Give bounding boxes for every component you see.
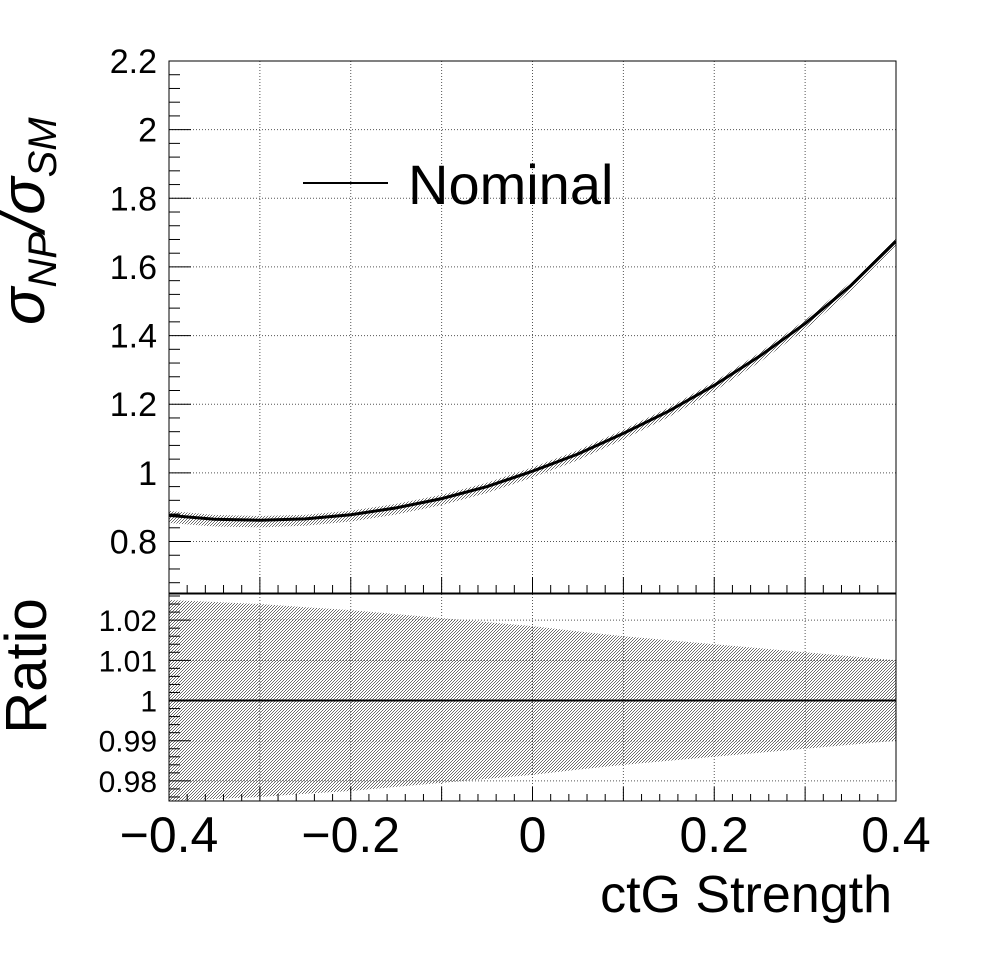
ylabel-slash-sigma: /σ bbox=[0, 175, 58, 236]
x-tick-label: −0.2 bbox=[301, 807, 400, 863]
ylabel-sigma: σ bbox=[0, 285, 58, 325]
top-y-axis-title: σNP/σSM bbox=[0, 117, 65, 325]
x-tick-label: 0.2 bbox=[679, 807, 749, 863]
x-tick-label: 0.4 bbox=[861, 807, 931, 863]
bottom-ytick-label: 0.98 bbox=[99, 766, 157, 799]
x-tick-labels: −0.4 −0.2 0 0.2 0.4 bbox=[120, 807, 931, 863]
top-xticks bbox=[168, 577, 897, 593]
bottom-ytick-label: 1 bbox=[140, 686, 157, 719]
top-ytick-label: 1.8 bbox=[110, 180, 157, 218]
bottom-ytick-label: 1.01 bbox=[99, 645, 157, 678]
x-tick-label: 0 bbox=[519, 807, 547, 863]
top-frame bbox=[168, 60, 897, 594]
bottom-y-axis-title: Ratio bbox=[0, 598, 59, 733]
nominal-series-line bbox=[169, 240, 896, 522]
legend-label-nominal: Nominal bbox=[408, 153, 613, 216]
top-ytick-label: 2 bbox=[138, 112, 157, 150]
bottom-ytick-label: 1.02 bbox=[99, 605, 157, 638]
ylabel-sub-np: NP bbox=[21, 232, 65, 288]
legend: Nominal bbox=[303, 153, 613, 216]
top-ytick-label: 0.8 bbox=[110, 524, 157, 562]
top-ytick-label: 1.2 bbox=[110, 386, 157, 424]
top-ytick-label: 1.4 bbox=[110, 318, 157, 356]
top-ytick-label: 2.2 bbox=[110, 43, 157, 81]
nominal-line bbox=[169, 240, 896, 522]
top-panel: 0.8 1 1.2 1.4 1.6 1.8 2 2.2 Nominal σNP/σSM bbox=[0, 43, 897, 594]
bottom-ytick-label: 0.99 bbox=[99, 726, 157, 759]
bottom-yticks: 0.98 0.99 1 1.01 1.02 bbox=[99, 595, 191, 799]
bottom-panel: 0.98 0.99 1 1.01 1.02 Ratio bbox=[0, 593, 897, 802]
x-tick-label: −0.4 bbox=[120, 807, 219, 863]
x-axis-title: ctG Strength bbox=[600, 866, 892, 924]
nominal-band bbox=[169, 237, 896, 528]
bottom-xticks bbox=[168, 787, 897, 801]
top-grid bbox=[169, 61, 896, 593]
top-yticks: 0.8 1 1.2 1.4 1.6 1.8 2 2.2 bbox=[110, 43, 191, 584]
ylabel-sub-sm: SM bbox=[21, 117, 65, 178]
top-ytick-label: 1.6 bbox=[110, 249, 157, 287]
top-ytick-label: 1 bbox=[138, 455, 157, 493]
uncertainty-band bbox=[169, 237, 896, 528]
